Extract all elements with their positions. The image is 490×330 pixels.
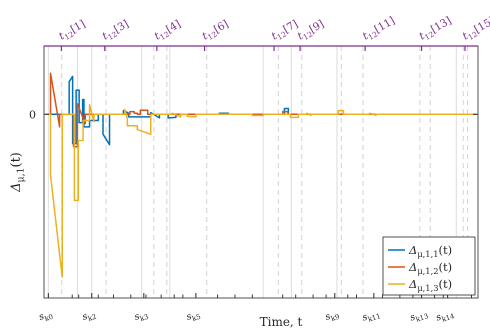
- top-event-markers: t12[1]t12[3]t12[4]t12[6]t12[7]t12[9]t12[…: [44, 15, 490, 51]
- y-axis-label: Δμ,1(t): [9, 152, 27, 193]
- legend-label: Δμ,1,2(t): [408, 260, 452, 276]
- series-lines: [46, 72, 476, 278]
- legend-label: Δμ,1,3(t): [408, 277, 452, 293]
- bottom-event-markers: sk0 sk2 sk3 sk5 sk9 sk11 sk13 sk14: [38, 293, 472, 326]
- top-marker-label: t12[4]: [152, 18, 183, 44]
- top-marker-label: t12[1]: [57, 18, 88, 44]
- bottom-marker-label: sk3: [133, 308, 150, 324]
- bottom-marker-label: sk13: [409, 308, 430, 326]
- top-marker-label: t12[11]: [361, 15, 398, 44]
- top-marker-label: t12[6]: [200, 18, 231, 44]
- bottom-marker-label: sk2: [81, 308, 98, 324]
- series-line-2: [46, 72, 476, 148]
- legend: Δμ,1,1(t)Δμ,1,2(t)Δμ,1,3(t): [382, 236, 476, 296]
- top-marker-label: t12[3]: [100, 18, 131, 44]
- top-marker-label: t12[9]: [296, 18, 327, 44]
- top-marker-label: t12[15]: [460, 15, 490, 44]
- legend-box: [382, 236, 476, 296]
- top-marker-label: t12[13]: [417, 15, 454, 44]
- bottom-marker-label: sk5: [185, 308, 202, 324]
- legend-label: Δμ,1,1(t): [408, 243, 452, 259]
- bottom-marker-label: sk11: [361, 308, 382, 326]
- x-axis-label: Time, t: [260, 315, 303, 329]
- bottom-marker-label: sk0: [38, 308, 55, 324]
- series-line-1: [46, 75, 476, 146]
- y-axis: 0: [29, 108, 478, 121]
- bottom-marker-label: sk14: [435, 308, 456, 326]
- series-line-3: [46, 104, 476, 278]
- y-tick-label: 0: [29, 108, 36, 121]
- bottom-marker-label: sk9: [324, 308, 341, 324]
